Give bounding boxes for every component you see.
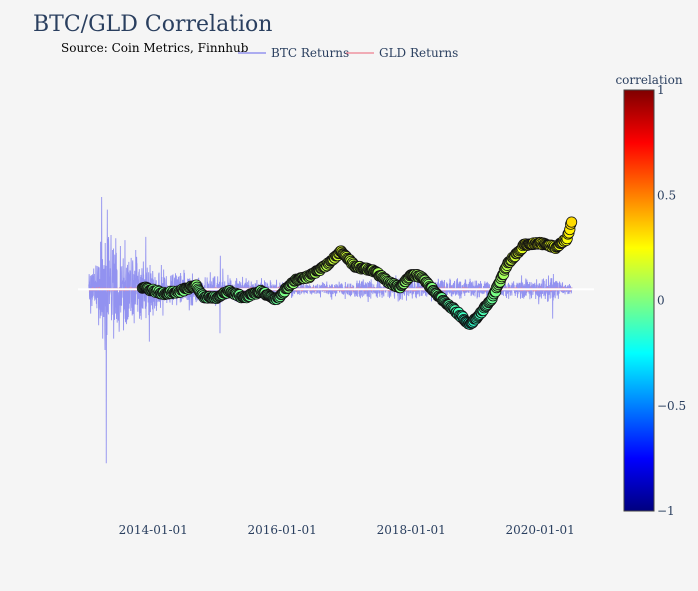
x-tick-label: 2016-01-01: [248, 523, 317, 537]
chart-title: BTC/GLD Correlation: [33, 12, 272, 37]
x-tick-label: 2020-01-01: [506, 523, 575, 537]
colorbar-tick-label: 1: [657, 83, 665, 97]
colorbar-gradient: [623, 89, 655, 512]
colorbar-tick-label: −0.5: [657, 399, 686, 413]
legend-label-btc: BTC Returns: [271, 46, 349, 60]
correlation-markers: [136, 216, 578, 330]
btc-returns-line: [88, 196, 573, 464]
colorbar-tick-label: 0.5: [657, 188, 676, 202]
colorbar-ticks: 1 0.5 0 −0.5 −1: [657, 83, 686, 518]
source-annotation: Source: Coin Metrics, Finnhub: [61, 41, 249, 55]
legend-label-gld: GLD Returns: [379, 46, 458, 60]
colorbar-tick-label: 0: [657, 294, 665, 308]
legend-item-btc[interactable]: BTC Returns: [238, 46, 349, 60]
correlation-marker: [565, 216, 578, 228]
x-axis: 2014-01-01 2016-01-01 2018-01-01 2020-01-01: [119, 523, 575, 537]
plot-area[interactable]: [78, 196, 594, 464]
x-tick-label: 2014-01-01: [119, 523, 188, 537]
legend: BTC Returns GLD Returns: [238, 46, 458, 60]
colorbar-title: correlation: [615, 73, 682, 87]
colorbar: correlation 1 0.5 0 −0.5 −1: [615, 73, 686, 518]
colorbar-tick-label: −1: [657, 504, 675, 518]
btc-returns-path: [88, 196, 573, 464]
legend-item-gld[interactable]: GLD Returns: [346, 46, 458, 60]
x-tick-label: 2018-01-01: [377, 523, 446, 537]
